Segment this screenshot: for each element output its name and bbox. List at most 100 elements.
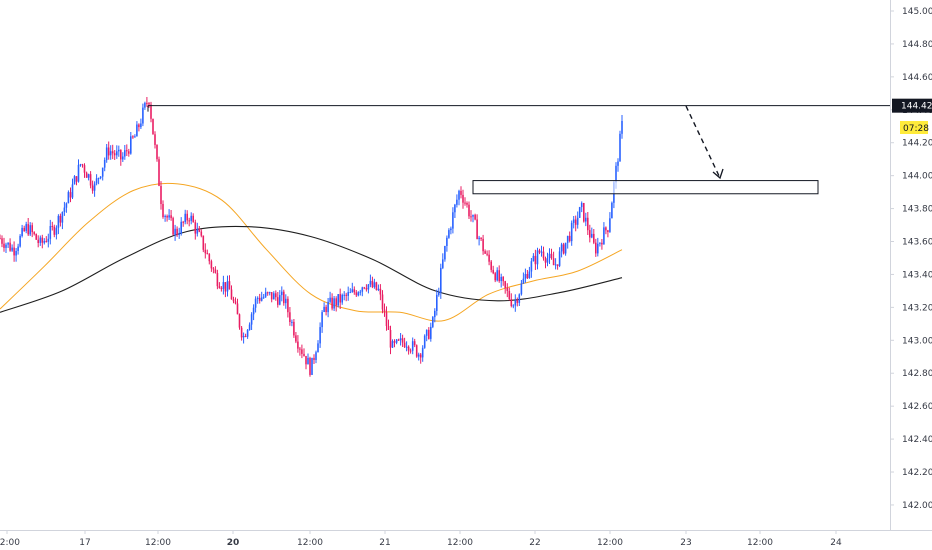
candle-body [341, 294, 343, 303]
candle-body [611, 202, 613, 219]
time-tick-label: 21 [379, 538, 390, 548]
candle-body [524, 274, 527, 279]
price-tick-label: 144.800 [902, 40, 932, 50]
candle-body [103, 160, 106, 168]
candle-body [196, 228, 199, 234]
candle-body [126, 150, 128, 152]
candle-body [367, 284, 370, 290]
candle-body [371, 280, 374, 288]
candle-body [260, 297, 263, 301]
candle-body [516, 300, 519, 303]
candle-body [63, 207, 66, 212]
candle-body [184, 213, 186, 223]
candle-body [548, 253, 551, 259]
candle-body [49, 226, 52, 239]
candle-body [208, 254, 211, 262]
candle-body [381, 294, 384, 310]
candle-body [419, 354, 422, 358]
candle-body [399, 338, 402, 341]
candle-body [534, 255, 537, 265]
candle-body [450, 228, 452, 231]
candle-body [232, 299, 235, 302]
candle-body [287, 298, 289, 313]
candle-body [401, 338, 404, 343]
candle-body [413, 341, 416, 346]
candle-body [355, 292, 358, 296]
candle-body [490, 261, 492, 270]
candle-body [9, 242, 11, 251]
candle-body [546, 258, 549, 263]
price-tick-label: 142.800 [902, 369, 932, 379]
candle-body [379, 288, 382, 295]
candle-body [0, 238, 1, 240]
candle-body [299, 348, 301, 350]
price-tick-label: 143.000 [902, 336, 932, 346]
candle-body [162, 204, 164, 217]
candle-body [301, 349, 303, 354]
candle-body [530, 261, 533, 272]
candle-body [403, 342, 406, 347]
candle-body [283, 291, 285, 304]
candle-body [512, 305, 515, 307]
price-tick-label: 142.400 [902, 435, 932, 445]
candle-body [57, 215, 60, 228]
candle-body [552, 258, 555, 266]
candle-body [578, 207, 581, 218]
candle-body [244, 336, 247, 337]
candle-body [508, 291, 511, 300]
candle-body [152, 118, 154, 135]
candle-body [168, 215, 170, 218]
target-zone-box[interactable] [472, 180, 819, 195]
candle-body [583, 203, 585, 222]
candle-body [518, 294, 521, 303]
candle-body [5, 244, 7, 248]
candle-body [448, 230, 450, 238]
candle-body [597, 243, 599, 254]
candle-body [136, 124, 138, 137]
countdown-label: 07:28 [903, 124, 929, 134]
candle-body [464, 202, 466, 204]
candle-body [190, 215, 192, 221]
time-tick-label: 12:00 [297, 538, 323, 548]
time-axis[interactable]: 12:00 17 12:00 20 12:00 21 12:00 22 12:00 23 12:00… [0, 530, 842, 548]
candle-body [200, 231, 203, 236]
candle-body [138, 124, 140, 128]
candle-body [542, 251, 545, 259]
candle-body [607, 230, 609, 232]
candle-body [468, 204, 470, 217]
candle-body [17, 246, 19, 251]
candle-body [285, 298, 287, 304]
candle-body [615, 165, 617, 183]
candle-body [383, 309, 386, 313]
candle-body [230, 289, 233, 300]
candle-body [395, 339, 398, 343]
drawings[interactable] [147, 105, 890, 195]
time-tick-label: 12:00 [447, 538, 473, 548]
candle-body [323, 306, 325, 312]
candle-body [75, 176, 78, 182]
projection-arrow[interactable] [685, 105, 721, 179]
candle-body [130, 136, 132, 154]
candle-body [202, 235, 205, 250]
candle-body [85, 172, 88, 178]
candle-body [311, 357, 313, 375]
candle-body [385, 312, 388, 326]
candle-body [240, 327, 243, 338]
candle-body [377, 288, 380, 290]
candle-body [142, 107, 144, 124]
candle-body [438, 292, 440, 295]
ma-fast-line [0, 182, 623, 322]
candle-body [45, 241, 48, 242]
time-tick-label: 12:00 [597, 538, 623, 548]
candle-body [188, 220, 190, 222]
candle-body [89, 174, 92, 186]
candle-body [343, 294, 345, 296]
candle-body [116, 151, 118, 156]
candle-body [452, 212, 454, 229]
price-tick-label: 142.000 [902, 501, 932, 511]
candle-body [29, 225, 31, 235]
candlesticks [0, 97, 623, 377]
projection-arrowhead [712, 168, 724, 180]
candle-body [176, 228, 178, 235]
